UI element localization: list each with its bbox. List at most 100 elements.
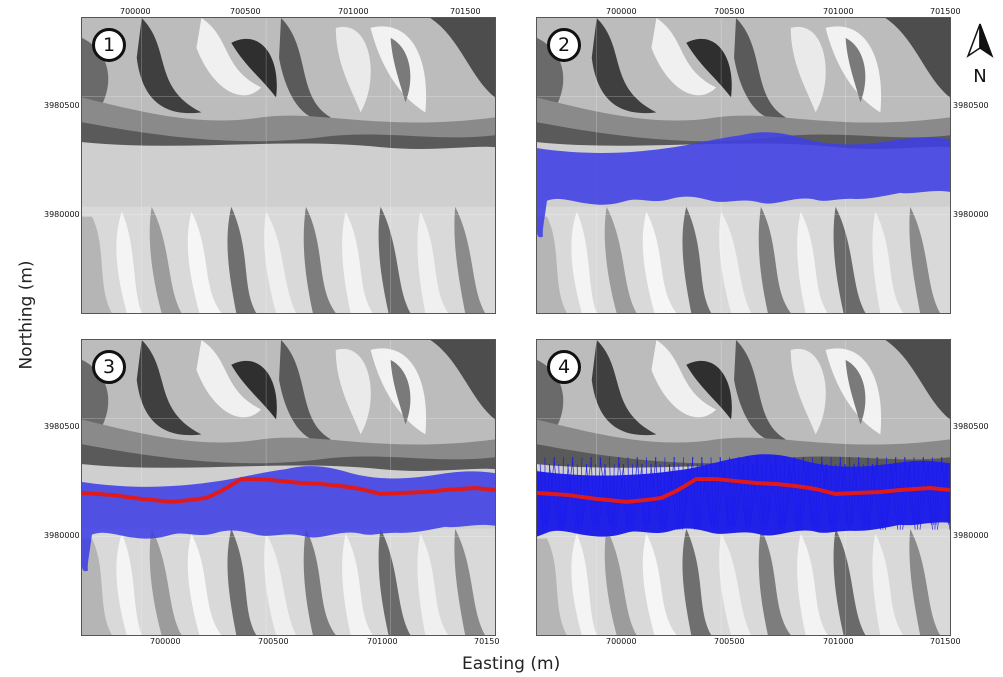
- transect-line: [715, 457, 721, 525]
- transect-line: [572, 457, 578, 525]
- transect-line: [927, 464, 933, 530]
- transect-line: [834, 457, 841, 525]
- transect-line: [733, 464, 745, 530]
- transect-line: [629, 464, 634, 530]
- transect-line: [663, 457, 666, 525]
- transect-line: [613, 457, 620, 525]
- transect-line: [764, 457, 767, 525]
- transect-line: [890, 464, 899, 530]
- transect-line: [537, 468, 543, 525]
- transect-line: [853, 464, 864, 530]
- transect-line: [839, 457, 848, 525]
- transect-line: [783, 464, 791, 530]
- transect-line: [590, 457, 595, 525]
- transect-line: [687, 464, 696, 530]
- transect-line: [738, 457, 746, 525]
- x-tick-label: 700000: [150, 637, 181, 646]
- x-tick-label: 700500: [714, 637, 745, 646]
- transect-line: [716, 464, 726, 530]
- transect-line: [756, 457, 764, 525]
- transect-line: [618, 457, 628, 525]
- y-tick-label: 3980000: [44, 531, 80, 540]
- transect-line: [761, 464, 765, 530]
- transect-line: [766, 464, 772, 530]
- transect-line: [561, 457, 564, 525]
- y-tick-label: 3980000: [953, 531, 989, 540]
- transect-line: [553, 457, 561, 525]
- transect-line: [936, 464, 948, 530]
- x-tick-label: 701000: [823, 7, 854, 16]
- transect-line: [539, 464, 545, 530]
- map-panel-1: 1: [81, 17, 496, 314]
- transect-line: [731, 464, 735, 530]
- transect-line: [832, 464, 837, 530]
- transect-line: [545, 464, 551, 530]
- transect-line: [615, 464, 625, 530]
- transect-line: [699, 464, 708, 530]
- transect-line: [917, 464, 920, 530]
- transect-line: [732, 457, 740, 525]
- transect-line: [548, 464, 560, 530]
- transect-line: [749, 457, 758, 525]
- x-tick-label: 701000: [823, 637, 854, 646]
- x-tick-label: 701500: [930, 637, 961, 646]
- transect-line: [581, 457, 592, 525]
- hillshade-terrain: [82, 340, 495, 635]
- transect-line: [881, 464, 884, 530]
- transect-line: [609, 457, 613, 525]
- transect-line: [641, 464, 646, 530]
- north-arrow-icon: N: [966, 23, 994, 87]
- y-tick-label: 3980500: [953, 101, 989, 110]
- transect-line: [612, 464, 615, 530]
- x-tick-label: 701500: [450, 7, 481, 16]
- transect-line: [665, 457, 675, 525]
- transect-line: [604, 464, 612, 530]
- transect-line: [884, 464, 892, 530]
- y-tick-label: 3980500: [44, 101, 80, 110]
- transect-line: [648, 457, 657, 525]
- north-arrow: N: [962, 22, 998, 87]
- transect-line: [815, 464, 818, 530]
- transect-line: [668, 464, 678, 530]
- transect-line: [862, 464, 867, 530]
- panel-number-badge: 2: [547, 28, 581, 62]
- transect-line: [935, 457, 943, 525]
- transect-line: [945, 464, 950, 530]
- transect-line: [701, 457, 712, 525]
- transect-line: [729, 457, 732, 525]
- transect-line: [919, 464, 929, 530]
- transect-line: [627, 457, 630, 525]
- transect-line: [710, 457, 714, 525]
- transect-line: [782, 457, 786, 525]
- y-tick-label: 3980500: [953, 422, 989, 431]
- transect-line: [681, 464, 689, 530]
- transect-line: [714, 464, 717, 530]
- hillshade-terrain: [537, 340, 950, 635]
- transect-line: [793, 457, 798, 525]
- transect-line: [918, 457, 924, 525]
- x-tick-label: 700500: [714, 7, 745, 16]
- transect-line: [632, 464, 643, 530]
- hillshade-terrain: [82, 18, 495, 313]
- transect-line: [767, 457, 777, 525]
- transect-line: [647, 464, 652, 530]
- transect-lines: [537, 457, 950, 530]
- y-tick-label: 3980000: [953, 210, 989, 219]
- map-panel-4: 4: [536, 339, 951, 636]
- x-tick-label: 700500: [230, 7, 261, 16]
- y-axis-title: Northing (m): [16, 260, 37, 370]
- transect-line: [558, 464, 562, 530]
- transect-line: [622, 464, 629, 530]
- transect-line: [802, 457, 813, 525]
- transect-line: [563, 464, 569, 530]
- transect-line: [800, 464, 809, 530]
- transect-line: [825, 464, 832, 530]
- transect-line: [867, 464, 874, 530]
- transect-line: [705, 464, 713, 530]
- transect-line: [779, 464, 782, 530]
- panel-number-badge: 3: [92, 350, 126, 384]
- transect-line: [678, 464, 681, 530]
- transect-line: [748, 464, 754, 530]
- transect-line: [698, 457, 703, 525]
- x-tick-label: 700000: [606, 7, 637, 16]
